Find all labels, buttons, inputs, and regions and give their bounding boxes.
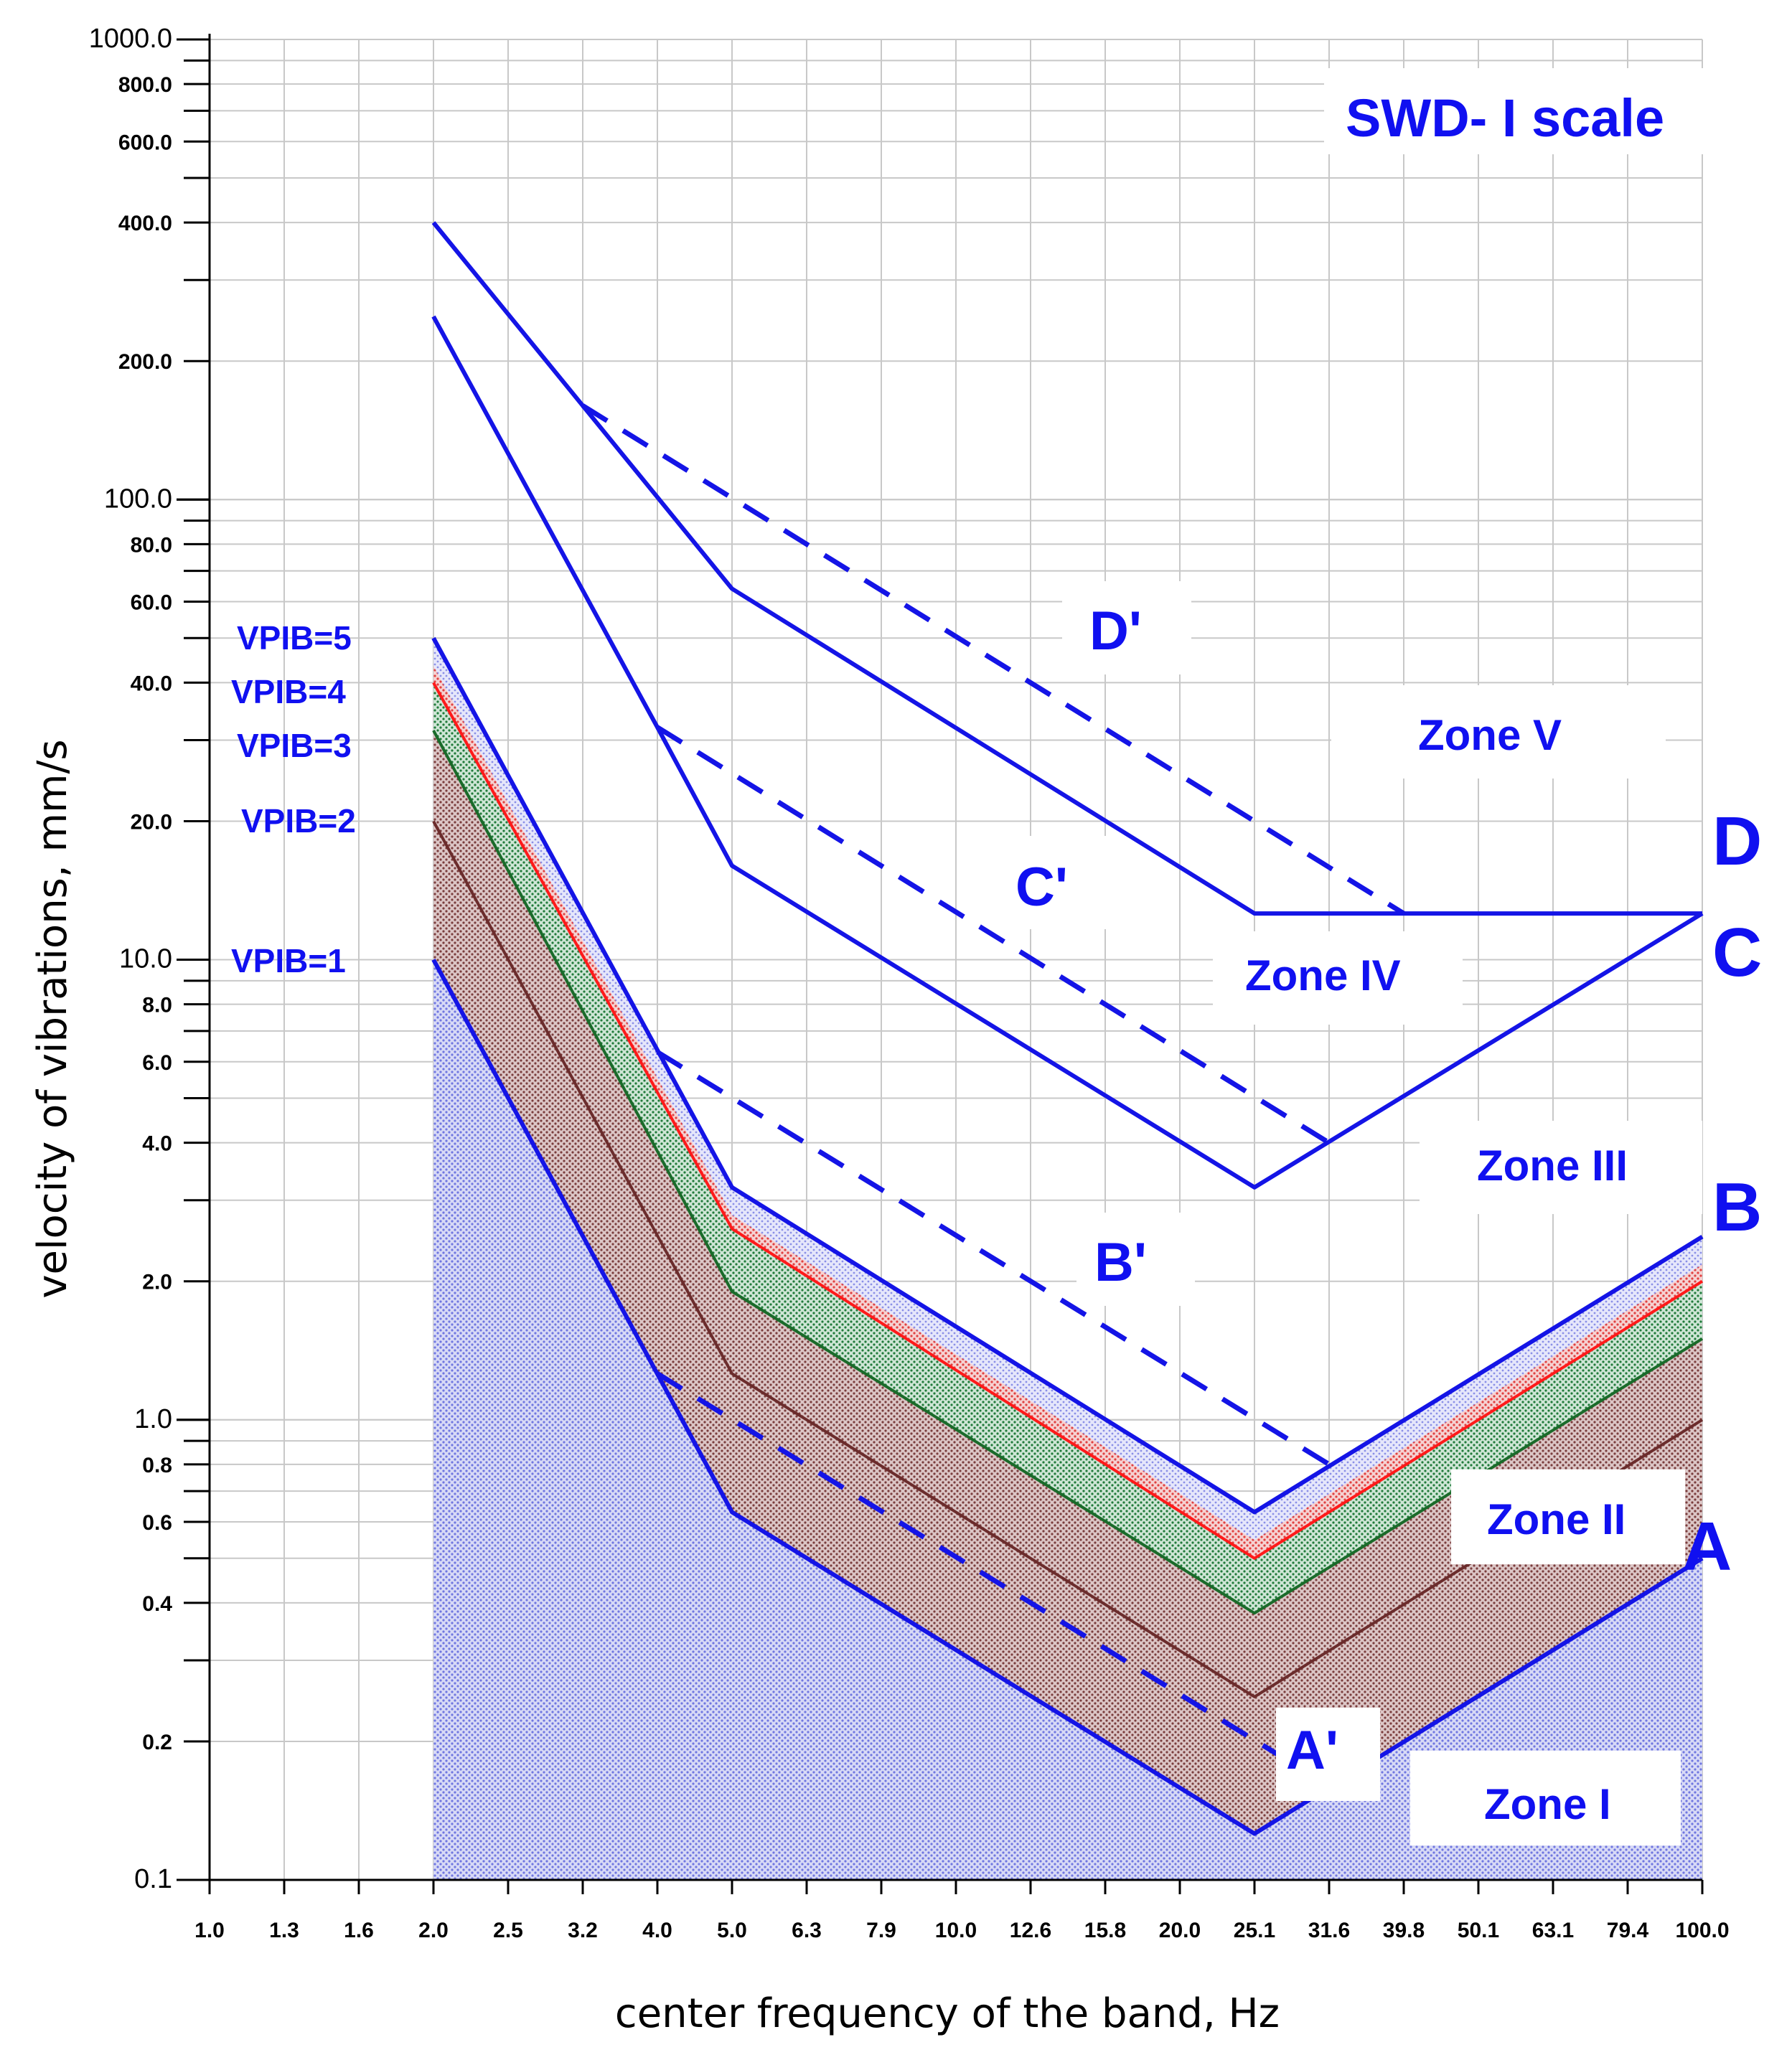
y-tick-label: 800.0 — [118, 73, 172, 97]
x-tick-label: 2.0 — [418, 1919, 449, 1942]
zone-label-zone-i-bg — [1410, 1751, 1681, 1845]
x-tick-label: 7.9 — [866, 1919, 896, 1942]
x-tick-label: 10.0 — [935, 1919, 977, 1942]
legend-vpib-3: VPIB=3 — [237, 727, 352, 764]
zone-label-zone-v: Zone V — [1418, 711, 1562, 759]
series-line-c- — [656, 725, 1331, 1145]
y-tick-label: 60.0 — [131, 591, 172, 615]
y-tick-label: 8.0 — [142, 994, 172, 1017]
x-tick-label: 2.5 — [493, 1919, 523, 1942]
curve-label-b: B — [1712, 1169, 1762, 1246]
legend-vpib-1: VPIB=1 — [231, 942, 346, 979]
x-tick-label: 15.8 — [1084, 1919, 1126, 1942]
zone-label-zone-ii: Zone II — [1487, 1495, 1626, 1543]
dashed-label-b-prime: B' — [1094, 1232, 1147, 1293]
series-line-d- — [581, 403, 1405, 916]
y-tick-label: 6.0 — [142, 1051, 172, 1075]
y-tick-label: 0.6 — [142, 1511, 172, 1535]
curve-label-c: C — [1712, 914, 1762, 991]
dashed-label-d-prime: D' — [1089, 601, 1142, 662]
zone-label-zone-iv-bg — [1213, 931, 1463, 1025]
fill-band-a-vpib2 — [433, 821, 1702, 1834]
x-tick-label: 12.6 — [1010, 1919, 1051, 1942]
x-tick-label: 50.1 — [1458, 1919, 1499, 1942]
series-line-b- — [656, 1050, 1331, 1467]
y-tick-label: 1.0 — [134, 1404, 172, 1434]
zone-label-zone-ii-bg — [1451, 1469, 1685, 1564]
chart-title-bg — [1324, 68, 1726, 154]
x-tick-label: 1.6 — [344, 1919, 374, 1942]
y-tick-label: 0.4 — [142, 1592, 172, 1616]
zone-label-zone-i: Zone I — [1484, 1780, 1611, 1828]
x-tick-label: 20.0 — [1159, 1919, 1201, 1942]
x-tick-label: 4.0 — [642, 1919, 672, 1942]
x-tick-label: 3.2 — [568, 1919, 598, 1942]
dashed-label-c-prime-bg — [1003, 836, 1118, 929]
x-tick-labels: 1.0 1.3 1.6 2.0 2.5 3.2 4.0 5.0 6.3 7.9 10.0 12.6 15… — [194, 1880, 1730, 1942]
dashed-label-c-prime: C' — [1015, 857, 1068, 918]
x-tick-label: 1.0 — [194, 1919, 225, 1942]
zone-label-zone-iv: Zone IV — [1245, 951, 1401, 1000]
x-tick-label: 25.1 — [1234, 1919, 1275, 1942]
curve-label-d: D — [1712, 803, 1762, 880]
x-tick-label: 31.6 — [1308, 1919, 1350, 1942]
y-tick-label: 1000.0 — [89, 24, 172, 54]
dashed-label-a-prime-bg — [1276, 1708, 1380, 1801]
y-tick-label: 0.2 — [142, 1731, 172, 1754]
fill-zone-below-a — [433, 959, 1702, 1880]
series-line-a- — [656, 1371, 1331, 1789]
chart-title: SWD- I scale — [1346, 88, 1664, 148]
series-line-c — [431, 315, 1704, 1190]
x-tick-label: 5.0 — [717, 1919, 747, 1942]
y-tick-label: 100.0 — [104, 484, 172, 514]
series-line-vpib-4 — [432, 682, 1704, 1560]
y-tick-label: 20.0 — [131, 810, 172, 834]
dashed-label-d-prime-bg — [1062, 581, 1191, 674]
series-line-d — [431, 221, 1702, 916]
legend-vpib-4: VPIB=4 — [231, 673, 346, 710]
series-lines — [431, 221, 1704, 1836]
y-tick-label: 4.0 — [142, 1132, 172, 1156]
y-tick-label: 0.8 — [142, 1454, 172, 1477]
y-axis-title: velocity of vibrations, mm/s — [29, 739, 76, 1298]
series-line-a — [431, 959, 1704, 1836]
zone-label-zone-iii-bg — [1420, 1121, 1702, 1214]
annotations: SWD- I scale VPIB=5 VPIB=4 VPIB=3 VPIB=2 VPIB… — [231, 68, 1762, 1845]
x-tick-label: 63.1 — [1532, 1919, 1574, 1942]
x-tick-label: 1.3 — [269, 1919, 299, 1942]
y-tick-label: 0.1 — [134, 1864, 172, 1894]
curve-label-a: A — [1682, 1508, 1732, 1585]
dashed-label-b-prime-bg — [1076, 1213, 1195, 1306]
x-tick-label: 79.4 — [1607, 1919, 1649, 1942]
legend-vpib-2: VPIB=2 — [241, 802, 356, 839]
zone-label-zone-iii: Zone III — [1477, 1142, 1628, 1190]
y-tick-label: 200.0 — [118, 350, 172, 374]
x-axis-title: center frequency of the band, Hz — [615, 1990, 1280, 2037]
legend-vpib-5: VPIB=5 — [237, 619, 352, 657]
zone-label-zone-v-bg — [1331, 685, 1666, 779]
y-tick-label: 80.0 — [131, 533, 172, 557]
y-tick-labels: 1000.0 800.0 600.0 400.0 200.0 100.0 80.0 60.0 4… — [89, 24, 210, 1894]
x-tick-label: 39.8 — [1383, 1919, 1425, 1942]
y-tick-label: 400.0 — [118, 212, 172, 235]
y-tick-label: 600.0 — [118, 131, 172, 154]
series-line-b — [431, 636, 1704, 1515]
y-tick-label: 40.0 — [131, 672, 172, 695]
y-tick-label: 2.0 — [142, 1271, 172, 1294]
dashed-label-a-prime: A' — [1286, 1720, 1338, 1781]
x-tick-label: 6.3 — [792, 1919, 822, 1942]
x-tick-label: 100.0 — [1675, 1919, 1729, 1942]
fill-band-vpib2-vpib3 — [433, 730, 1702, 1697]
y-tick-label: 10.0 — [119, 944, 172, 974]
